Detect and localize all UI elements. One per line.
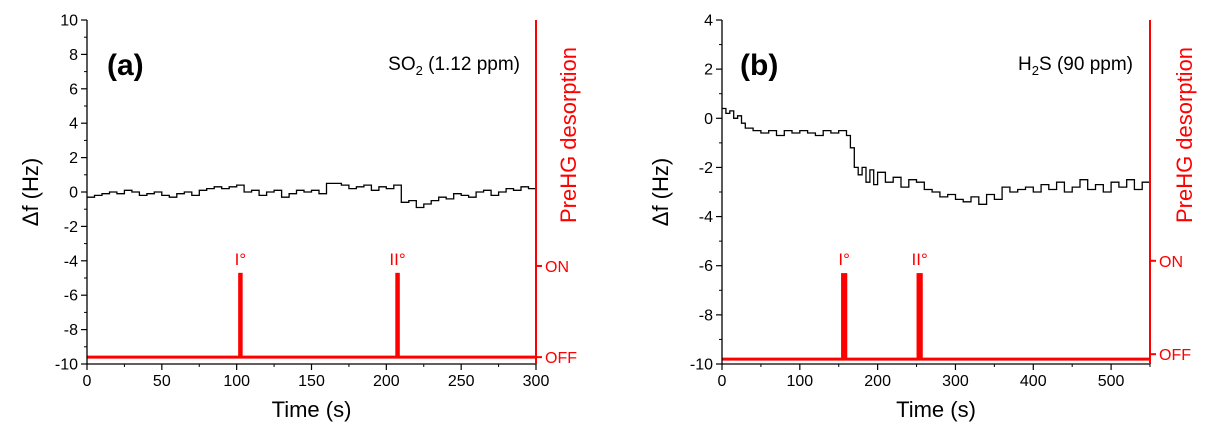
y-tick-label: 0 <box>69 185 78 202</box>
y-tick-label: 2 <box>69 150 78 167</box>
chart-title-rest: S (90 ppm) <box>1039 54 1133 75</box>
x-axis-label: Time (s) <box>896 397 976 422</box>
chart-panel-a: I° II° 0 50 100 150 200 250 300 -10 -8 -6 -4 -2 0 2 4 6 8 1… <box>18 13 581 423</box>
x-tick-label: 250 <box>448 373 475 390</box>
right-axis-label-on: ON <box>1159 254 1183 271</box>
y-tick-label: -6 <box>699 258 713 275</box>
y-tick-label: -2 <box>64 219 78 236</box>
x-tick-label: 300 <box>523 373 550 390</box>
panel-label: (b) <box>740 49 778 82</box>
x-tick-label: 0 <box>83 373 92 390</box>
preHG-pulse-1 <box>238 272 243 358</box>
pulse-label-1: I° <box>838 250 850 269</box>
y-tick-label: -8 <box>699 307 713 324</box>
x-tick-label: 150 <box>298 373 325 390</box>
series-line-delta-f <box>722 107 1151 205</box>
y-tick-label: -4 <box>64 253 78 270</box>
y-tick-label: 6 <box>69 81 78 98</box>
x-tick-label: 200 <box>373 373 400 390</box>
chart-title: H2S (90 ppm) <box>1018 54 1133 78</box>
x-tick-label: 0 <box>718 373 727 390</box>
y-tick-label: -10 <box>55 357 78 374</box>
y-tick-label: 4 <box>69 116 78 133</box>
x-tick-label: 300 <box>942 373 969 390</box>
x-tick-label: 100 <box>223 373 250 390</box>
x-tick-label: 100 <box>786 373 813 390</box>
y-tick-label: 0 <box>704 111 713 128</box>
right-axis-label-on: ON <box>545 259 569 276</box>
y-tick-label: 2 <box>704 62 713 79</box>
chart-title-subscript: 2 <box>416 63 423 78</box>
x-axis-label: Time (s) <box>272 397 352 422</box>
y-axis-label: Δf (Hz) <box>648 158 673 226</box>
chart-title-main: H <box>1018 54 1032 75</box>
series-line-delta-f <box>87 182 537 209</box>
chart-title-main: SO <box>388 54 415 75</box>
y-tick-label: 4 <box>704 13 713 30</box>
preHG-pulse-2 <box>916 273 923 360</box>
y-tick-label: 8 <box>69 47 78 64</box>
pulse-label-2: II° <box>912 250 928 269</box>
right-axis-label-off: OFF <box>1159 347 1191 364</box>
pulse-label-1: I° <box>235 250 247 269</box>
y-tick-label: -10 <box>690 357 713 374</box>
y-tick-label: -6 <box>64 288 78 305</box>
x-tick-label: 200 <box>864 373 891 390</box>
y-tick-label: -2 <box>699 160 713 177</box>
chart-title-subscript: 2 <box>1032 63 1039 78</box>
right-axis-label-off: OFF <box>545 350 577 367</box>
y-axis-label-right: PreHG desorption <box>1172 47 1197 223</box>
preHG-pulse-2 <box>395 272 400 358</box>
y-axis-label-right: PreHG desorption <box>556 47 581 223</box>
chart-title-rest: (1.12 ppm) <box>423 54 520 75</box>
x-tick-label: 50 <box>153 373 171 390</box>
chart-panel-b: I° II° 0 100 200 300 400 500 -10 -8 -6 -4 -2 0 2 4 ON OFF… <box>648 13 1197 423</box>
panel-label: (a) <box>107 49 144 82</box>
y-tick-label: 10 <box>60 13 78 30</box>
chart-title: SO2 (1.12 ppm) <box>388 54 520 78</box>
y-axis-label: Δf (Hz) <box>18 158 43 226</box>
y-tick-label: -4 <box>699 209 713 226</box>
y-tick-label: -8 <box>64 322 78 339</box>
preHG-pulse-1 <box>841 273 848 360</box>
x-tick-label: 500 <box>1098 373 1125 390</box>
x-tick-label: 400 <box>1020 373 1047 390</box>
pulse-label-2: II° <box>389 250 405 269</box>
